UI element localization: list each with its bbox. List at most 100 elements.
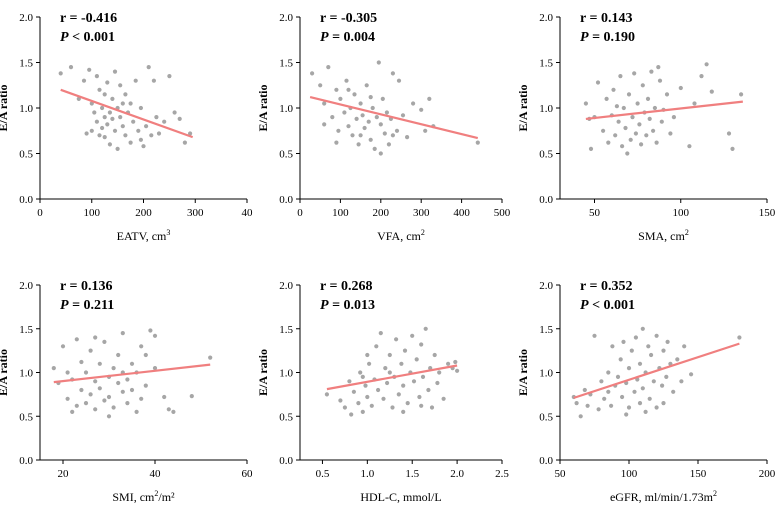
data-point (419, 107, 424, 112)
data-point (208, 355, 213, 360)
x-tick-label: 40 (150, 468, 162, 480)
x-tick-label: 200 (759, 468, 776, 480)
data-point (344, 78, 349, 83)
data-point (162, 119, 167, 124)
data-point (423, 326, 428, 331)
panel-5: 0.0 0.5 1.0 1.5 2.0 0.5 1.0 1.5 2.0 2.5 E/A ratio H… (256, 279, 509, 504)
data-point (402, 348, 408, 353)
data-point (618, 74, 623, 79)
y-tick-label: 1.5 (539, 58, 553, 70)
data-point (654, 405, 659, 410)
data-point (614, 104, 620, 109)
data-point (362, 125, 367, 131)
data-point (143, 352, 148, 358)
x-tick-label: 200 (135, 207, 152, 219)
r-value: r = -0.416 (60, 11, 117, 26)
r-value: r = 0.136 (60, 279, 112, 294)
data-point (338, 96, 343, 101)
data-point (618, 357, 623, 362)
data-point (384, 110, 389, 115)
data-point (606, 140, 611, 145)
data-point (177, 116, 182, 121)
data-point (360, 113, 365, 118)
p-value: P < 0.001 (580, 298, 635, 313)
data-point (649, 69, 654, 74)
regression-line (53, 363, 211, 384)
data-point (369, 403, 374, 408)
data-point (151, 78, 156, 83)
y-tick-label: 1.0 (539, 103, 553, 115)
x-axis-title: eGFR, ml/min/1.73m2 (610, 489, 717, 504)
data-point (401, 409, 406, 414)
data-point (647, 116, 652, 121)
data-point (94, 119, 99, 124)
data-point (102, 398, 107, 403)
data-point (370, 105, 375, 111)
data-point (350, 133, 355, 138)
data-point (419, 342, 424, 347)
data-point (143, 383, 148, 388)
data-point (626, 366, 632, 371)
data-point (679, 379, 684, 384)
data-point (654, 333, 659, 338)
data-point (665, 339, 670, 344)
x-tick-label: 300 (187, 207, 204, 219)
data-point (102, 135, 107, 140)
data-point (120, 101, 125, 106)
data-point (51, 366, 56, 371)
y-tick-label: 2.0 (19, 12, 33, 24)
data-point (365, 394, 370, 400)
data-point (322, 122, 327, 127)
r-value: r = 0.352 (580, 279, 632, 294)
data-point (739, 92, 744, 97)
data-point (620, 394, 625, 400)
data-point (615, 374, 621, 379)
x-axis-title-sup: 2 (154, 489, 158, 498)
data-point (363, 383, 368, 388)
data-point (106, 394, 112, 400)
data-point (352, 92, 357, 97)
data-point (346, 87, 351, 92)
x-tick-label: 60 (242, 468, 254, 480)
data-point (414, 357, 419, 362)
data-point (596, 407, 601, 412)
x-tick-label: 0 (297, 207, 303, 219)
x-tick-label: 500 (494, 207, 511, 219)
y-tick-label: 1.0 (539, 368, 553, 380)
panel-6: 0.0 0.5 1.0 1.5 2.0 50 100 150 200 E/A ratio eGFR,… (516, 279, 776, 504)
data-point (89, 128, 94, 133)
data-point (624, 412, 629, 417)
data-point (120, 124, 125, 129)
data-point (606, 389, 611, 394)
data-point (136, 128, 141, 133)
data-point (405, 401, 410, 406)
data-point (74, 403, 79, 408)
data-point (606, 370, 611, 375)
data-point (310, 71, 315, 76)
data-point (364, 83, 369, 88)
data-point (93, 379, 98, 384)
p-symbol: P (60, 298, 69, 313)
data-point (134, 409, 139, 414)
data-point (595, 80, 601, 85)
data-point (401, 383, 406, 388)
data-point (376, 387, 381, 393)
data-point (139, 344, 144, 349)
y-tick-label: 1.5 (539, 324, 553, 336)
y-axis-title: E/A ratio (0, 85, 10, 132)
x-axis-title-sup: 2 (685, 228, 689, 237)
data-point (171, 409, 176, 414)
p-value: P = 0.013 (320, 298, 375, 313)
data-point (699, 74, 704, 79)
data-point (427, 96, 432, 101)
data-point (661, 401, 666, 406)
r-value: r = 0.143 (580, 11, 632, 26)
data-point (453, 359, 458, 365)
data-point (441, 396, 446, 401)
data-point (83, 370, 89, 375)
x-axis-title-main: VFA, cm (377, 229, 421, 243)
data-point (123, 133, 128, 138)
data-point (349, 412, 354, 417)
data-point (138, 105, 143, 111)
